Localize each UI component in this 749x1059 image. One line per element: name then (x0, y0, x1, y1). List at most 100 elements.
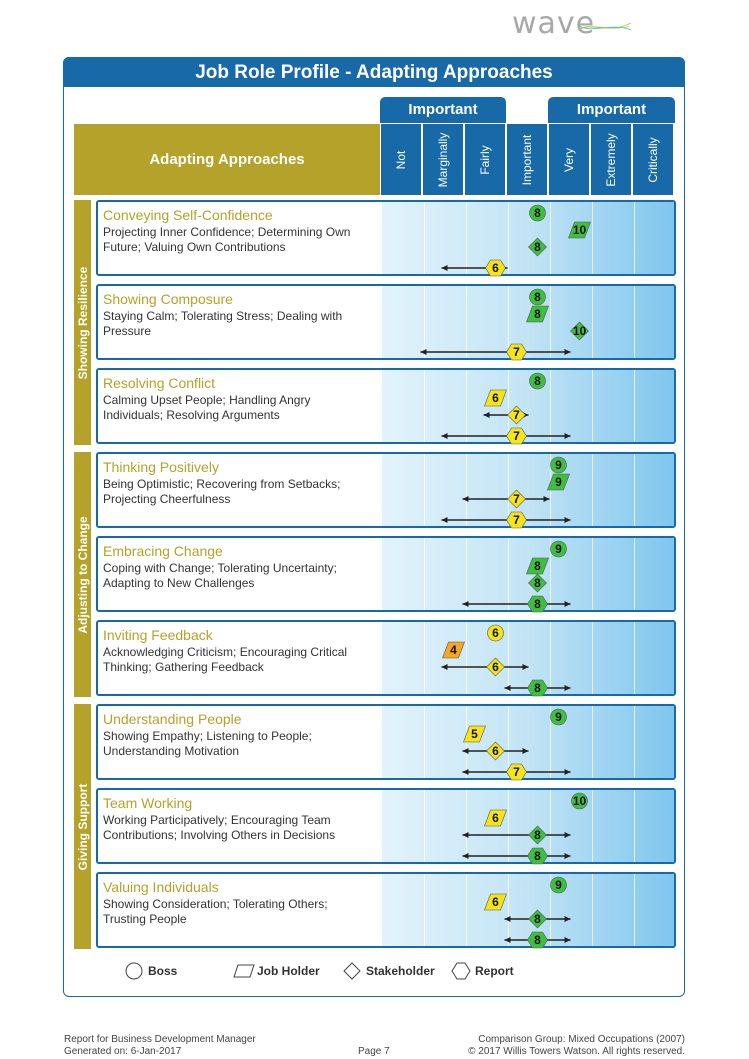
grid-line (466, 874, 467, 946)
grid-line (592, 202, 593, 274)
legend-stakeholder-label: Stakeholder (366, 964, 435, 978)
grid-line (634, 202, 635, 274)
footer-comparison-group: Comparison Group: Mixed Occupations (200… (478, 1034, 685, 1045)
grid-line (466, 538, 467, 610)
important-tab-left: Important (380, 97, 506, 123)
grid-line (466, 790, 467, 862)
scale-area (382, 370, 674, 442)
section-label: Showing Resilience (75, 266, 90, 379)
grid-line (466, 454, 467, 526)
scale-area (382, 706, 674, 778)
competency-row: Conveying Self-Confidence Projecting Inne… (96, 200, 676, 276)
grid-line (466, 286, 467, 358)
scale-area (382, 454, 674, 526)
scale-area (382, 622, 674, 694)
grid-line (466, 202, 467, 274)
grid-line (508, 370, 509, 442)
grid-line (550, 790, 551, 862)
grid-line (508, 790, 509, 862)
footer-copyright: © 2017 Willis Towers Watson. All rights … (468, 1046, 685, 1057)
scale-col-not: Not (381, 124, 421, 195)
footer-generated-on: Generated on: 6-Jan-2017 (64, 1046, 182, 1057)
scale-col-extremely: Extremely (591, 124, 631, 195)
competency-title: Resolving Conflict (103, 375, 216, 391)
grid-line (466, 622, 467, 694)
competency-title: Understanding People (103, 711, 242, 727)
competency-desc: Projecting Inner Confidence; Determining… (103, 225, 351, 254)
footer-page-number: Page 7 (358, 1046, 390, 1057)
footer-report-for: Report for Business Development Manager (64, 1034, 256, 1045)
competency-desc: Showing Consideration; Tolerating Others… (103, 897, 328, 926)
scale-label: Not (394, 150, 408, 169)
grid-line (550, 286, 551, 358)
grid-line (550, 874, 551, 946)
grid-line (424, 790, 425, 862)
scale-area (382, 874, 674, 946)
grid-line (508, 706, 509, 778)
scale-area (382, 286, 674, 358)
competency-row: Embracing Change Coping with Change; Tole… (96, 536, 676, 612)
competency-desc: Coping with Change; Tolerating Uncertain… (103, 561, 337, 590)
grid-line (550, 454, 551, 526)
grid-line (592, 454, 593, 526)
competency-row: Showing Composure Staying Calm; Toleratin… (96, 284, 676, 360)
legend-jobholder-label: Job Holder (257, 964, 320, 978)
grid-line (424, 874, 425, 946)
grid-line (424, 706, 425, 778)
grid-line (634, 454, 635, 526)
scale-area (382, 202, 674, 274)
section-label: Adjusting to Change (75, 515, 90, 634)
competency-row: Inviting Feedback Acknowledging Criticism… (96, 620, 676, 696)
grid-line (550, 370, 551, 442)
grid-line (424, 622, 425, 694)
scale-area (382, 538, 674, 610)
competency-desc: Calming Upset People; Handling Angry Ind… (103, 393, 311, 422)
competency-title: Embracing Change (103, 543, 223, 559)
grid-line (592, 286, 593, 358)
competency-title: Inviting Feedback (103, 627, 213, 643)
grid-line (634, 874, 635, 946)
scale-label: Very (562, 147, 576, 172)
scale-col-marginally: Marginally (423, 124, 463, 195)
competency-title: Valuing Individuals (103, 879, 219, 895)
section-giving-support: Giving Support (74, 704, 91, 949)
section-adjusting-to-change: Adjusting to Change (74, 452, 91, 697)
scale-col-critically: Critically (633, 124, 673, 195)
grid-line (634, 622, 635, 694)
grid-line (592, 370, 593, 442)
grid-line (424, 370, 425, 442)
scale-col-very: Very (549, 124, 589, 195)
legend-report-label: Report (475, 964, 514, 978)
grid-line (592, 790, 593, 862)
competency-row: Resolving Conflict Calming Upset People; … (96, 368, 676, 444)
scale-label: Important (520, 134, 534, 185)
page-title: Job Role Profile - Adapting Approaches (63, 57, 685, 87)
competency-title: Team Working (103, 795, 193, 811)
competency-desc: Acknowledging Criticism; Encouraging Cri… (103, 645, 348, 674)
competency-row: Thinking Positively Being Optimistic; Rec… (96, 452, 676, 528)
grid-line (508, 454, 509, 526)
grid-line (634, 706, 635, 778)
section-label: Giving Support (75, 783, 90, 870)
grid-line (508, 202, 509, 274)
grid-line (424, 454, 425, 526)
grid-line (424, 286, 425, 358)
grid-line (466, 706, 467, 778)
grid-line (634, 286, 635, 358)
stakeholder-legend-icon (343, 962, 361, 980)
competency-row: Team Working Working Participatively; Enc… (96, 788, 676, 864)
scale-col-fairly: Fairly (465, 124, 505, 195)
jobholder-legend-icon (233, 964, 255, 978)
grid-line (592, 874, 593, 946)
grid-line (634, 370, 635, 442)
grid-line (592, 538, 593, 610)
competency-row: Understanding People Showing Empathy; Lis… (96, 704, 676, 780)
scale-label: Marginally (436, 132, 450, 187)
scale-col-important: Important (507, 124, 547, 195)
grid-line (424, 202, 425, 274)
grid-line (550, 202, 551, 274)
competency-desc: Being Optimistic; Recovering from Setbac… (103, 477, 341, 506)
competency-row: Valuing Individuals Showing Consideration… (96, 872, 676, 948)
grid-line (550, 622, 551, 694)
boss-legend-icon (125, 962, 143, 980)
